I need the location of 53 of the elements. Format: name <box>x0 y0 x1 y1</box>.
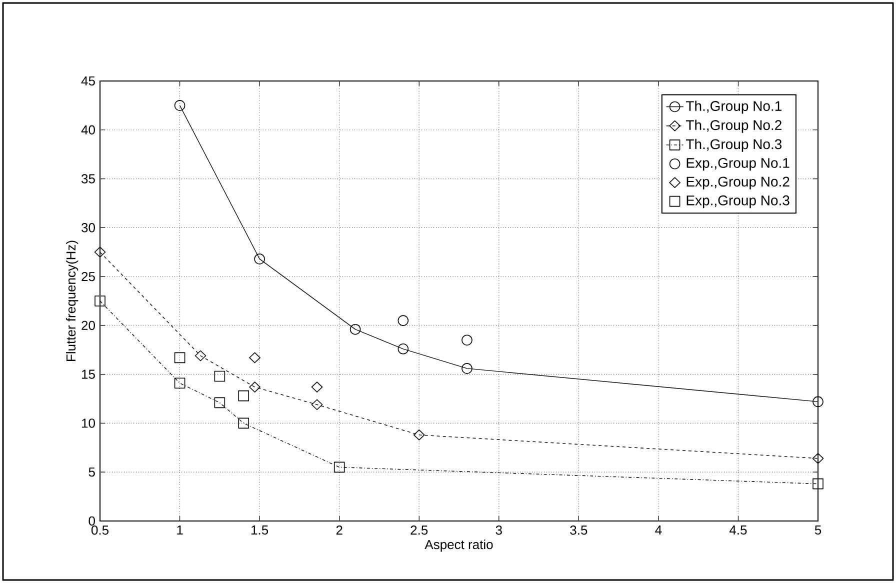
point <box>94 246 106 258</box>
point <box>812 478 824 490</box>
point <box>812 453 824 464</box>
legend-label: Exp.,Group No.2 <box>686 176 790 190</box>
point <box>311 382 323 392</box>
y-tick-label: 45 <box>81 76 95 86</box>
x-tick-label: 5 <box>814 526 822 535</box>
x-axis-title: Aspect ratio <box>424 540 493 552</box>
y-tick-label: 40 <box>81 125 95 134</box>
point <box>398 344 409 354</box>
point <box>311 399 323 410</box>
y-tick-label: 10 <box>82 418 95 428</box>
point <box>413 430 425 440</box>
x-tick-label: 1 <box>177 526 183 534</box>
point <box>94 296 106 306</box>
x-tick-label: 4.5 <box>729 526 747 535</box>
point <box>174 352 186 364</box>
point <box>350 324 361 335</box>
point <box>812 396 824 408</box>
y-axis-title: Flutter frequency(Hz) <box>66 240 78 361</box>
legend-label: Th.,Group No.2 <box>686 120 782 133</box>
point <box>462 334 472 346</box>
point <box>174 378 186 389</box>
point <box>238 390 250 402</box>
legend-label: Exp.,Group No.3 <box>686 195 790 208</box>
point <box>254 254 265 264</box>
x-tick-label: 3 <box>496 526 502 535</box>
point <box>214 397 226 408</box>
x-tick-label: 0.5 <box>91 526 108 535</box>
y-tick-label: 35 <box>82 174 95 184</box>
x-tick-label: 3.5 <box>570 526 588 535</box>
point <box>398 315 409 326</box>
legend-label: Th.,Group No.3 <box>686 138 782 152</box>
x-tick-label: 2.5 <box>410 526 428 535</box>
point <box>214 370 226 382</box>
y-tick-label: 0 <box>88 516 95 526</box>
point <box>334 462 345 473</box>
point <box>174 100 186 111</box>
y-tick-label: 25 <box>82 272 95 282</box>
point <box>249 382 260 392</box>
x-tick-label: 2 <box>336 526 342 535</box>
point <box>238 418 250 429</box>
legend-label: Th.,Group No.1 <box>686 100 782 114</box>
point <box>462 363 472 374</box>
x-tick-label: 1.5 <box>252 526 268 535</box>
legend-label: Exp.,Group No.1 <box>686 158 790 171</box>
y-tick-label: 20 <box>82 320 95 330</box>
y-tick-label: 5 <box>88 468 95 477</box>
y-tick-label: 30 <box>82 223 95 232</box>
y-tick-label: 15 <box>82 370 95 379</box>
point <box>249 352 260 364</box>
point <box>194 350 206 362</box>
x-tick-label: 4 <box>655 526 662 534</box>
